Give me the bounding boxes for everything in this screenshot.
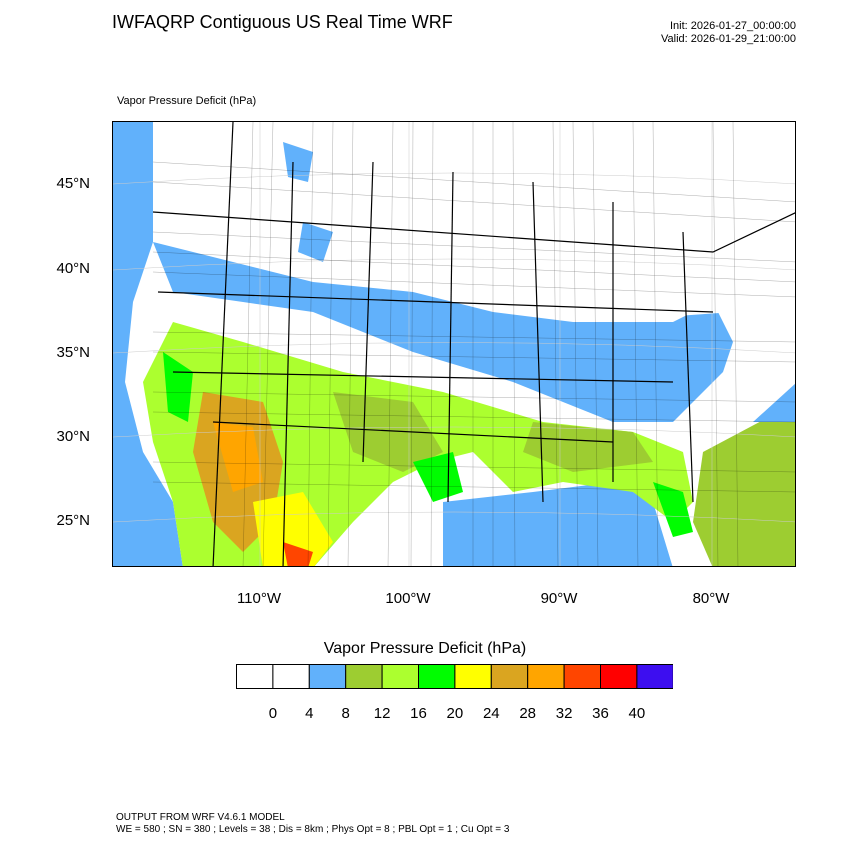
blue-zone-north xyxy=(153,242,733,422)
colorbar-box xyxy=(563,664,602,689)
valid-time: Valid: 2026-01-29_21:00:00 xyxy=(661,33,796,45)
lat-label-40: 40°N xyxy=(56,260,90,277)
colorbar-box xyxy=(381,664,420,689)
colorbar-title: Vapor Pressure Deficit (hPa) xyxy=(323,640,527,657)
lon-label-80: 80°W xyxy=(692,590,730,607)
colorbar-box xyxy=(490,664,529,689)
colorbar-box xyxy=(345,664,383,689)
colorbar xyxy=(236,664,673,689)
lon-label-90: 90°W xyxy=(540,590,578,607)
colorbar-level-label: 8 xyxy=(341,705,350,722)
lat-label-25: 25°N xyxy=(56,512,90,529)
lat-label-35: 35°N xyxy=(56,344,90,361)
colorbar-level-label: 28 xyxy=(519,705,537,722)
footer-config: WE = 580 ; SN = 380 ; Levels = 38 ; Dis … xyxy=(116,824,510,835)
lat-label-45: 45°N xyxy=(56,175,90,192)
colorbar-box xyxy=(636,664,673,689)
colorbar-box xyxy=(236,664,274,689)
colorbar-level-label: 16 xyxy=(410,705,427,722)
footer-model: OUTPUT FROM WRF V4.6.1 MODEL xyxy=(116,812,285,823)
colorbar-box xyxy=(527,664,565,689)
colorbar-level-label: 32 xyxy=(555,705,573,722)
map-graphic xyxy=(113,122,795,566)
lat-label-30: 30°N xyxy=(56,428,90,445)
colorbar-box xyxy=(308,664,347,689)
colorbar-box xyxy=(600,664,638,689)
lon-label-100: 100°W xyxy=(385,590,431,607)
colorbar-box xyxy=(454,664,492,689)
atlantic-ocean xyxy=(693,403,795,566)
colorbar-box xyxy=(272,664,310,689)
lon-label-110: 110°W xyxy=(236,590,282,607)
field-label: Vapor Pressure Deficit (hPa) xyxy=(117,95,257,107)
chart-title: IWFAQRP Contiguous US Real Time WRF xyxy=(112,12,453,32)
colorbar-level-label: 40 xyxy=(628,705,646,722)
pacific-ocean xyxy=(113,122,183,566)
colorbar-level-label: 36 xyxy=(592,705,609,722)
init-time: Init: 2026-01-27_00:00:00 xyxy=(670,20,796,32)
gulf-of-mexico xyxy=(443,482,673,566)
colorbar-level-label: 24 xyxy=(482,705,500,722)
colorbar-level-label: 20 xyxy=(446,705,464,722)
colorbar-box xyxy=(418,664,456,689)
colorbar-level-label: 0 xyxy=(268,705,278,722)
map-panel xyxy=(112,121,796,567)
colorbar-level-label: 12 xyxy=(373,705,391,722)
colorbar-level-label: 4 xyxy=(305,705,314,722)
